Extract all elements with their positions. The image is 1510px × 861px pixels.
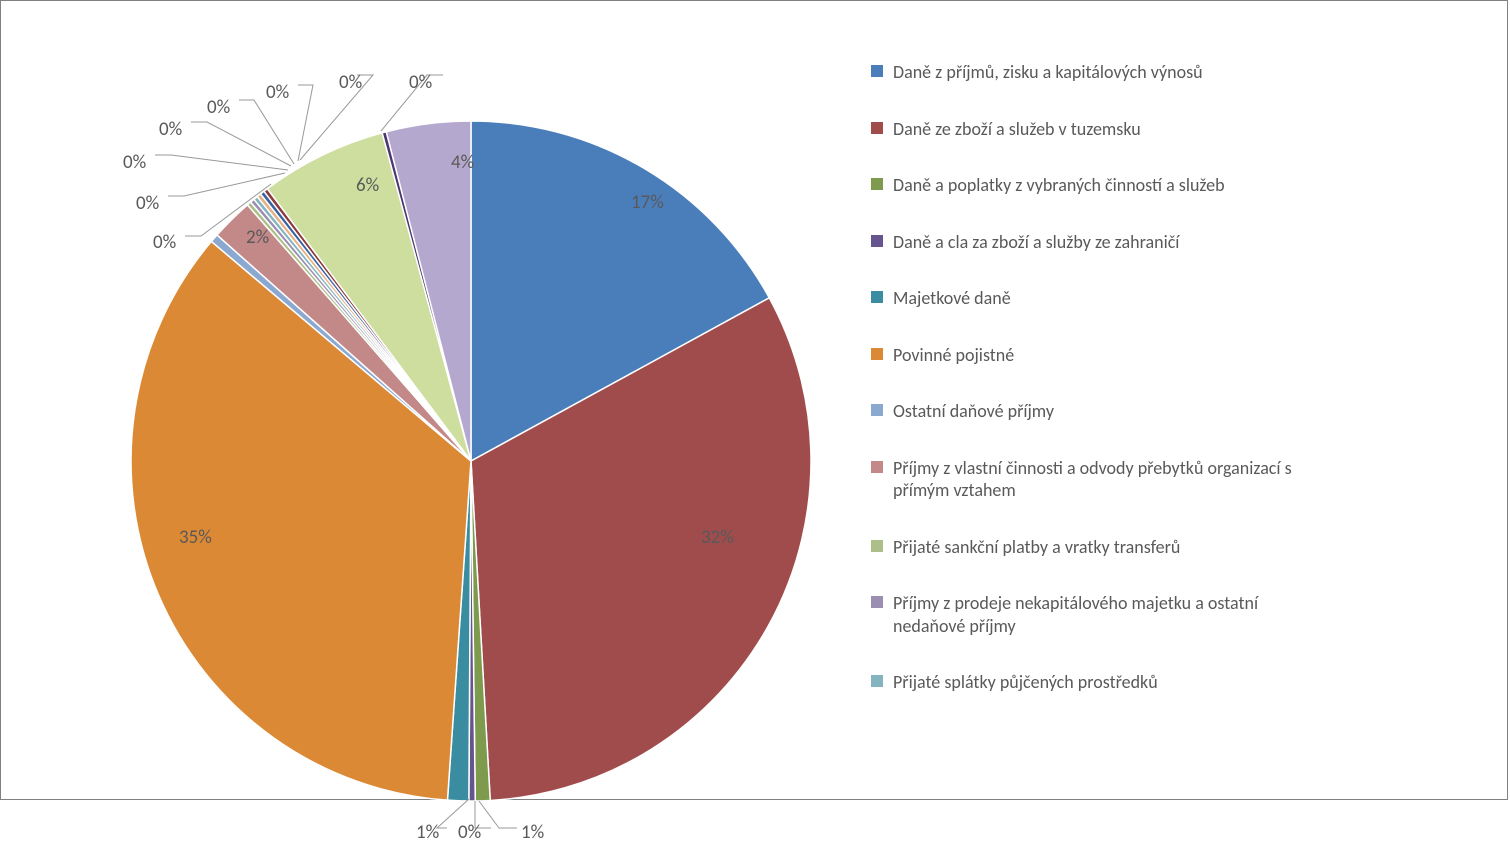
legend-label: Přijaté sankční platby a vratky transfer… — [893, 536, 1180, 559]
data-label: 0% — [339, 71, 362, 94]
legend-label: Daně a poplatky z vybraných činností a s… — [893, 174, 1225, 197]
data-label: 0% — [207, 96, 230, 119]
data-label: 0% — [123, 151, 146, 174]
legend-item: Majetkové daně — [871, 287, 1471, 310]
legend-label: Daně z příjmů, zisku a kapitálových výno… — [893, 61, 1203, 84]
pie-chart-container: 17%32%1%0%1%35%0%2%0%0%0%0%0%0%6%0%4% Da… — [0, 0, 1508, 800]
legend-item: Přijaté sankční platby a vratky transfer… — [871, 536, 1471, 559]
legend-label: Povinné pojistné — [893, 344, 1014, 367]
leader-line — [479, 801, 517, 828]
legend-swatch — [871, 348, 883, 360]
chart-legend: Daně z příjmů, zisku a kapitálových výno… — [871, 61, 1471, 728]
leader-line — [298, 85, 313, 161]
data-label: 0% — [266, 81, 289, 104]
legend-item: Příjmy z prodeje nekapitálového majetku … — [871, 592, 1471, 637]
legend-item: Daně ze zboží a služeb v tuzemsku — [871, 118, 1471, 141]
leader-line — [239, 100, 294, 164]
data-label: 0% — [409, 71, 432, 94]
legend-swatch — [871, 122, 883, 134]
legend-label: Daně a cla za zboží a služby ze zahranič… — [893, 231, 1179, 254]
data-label: 32% — [701, 526, 734, 549]
data-label: 0% — [159, 118, 182, 141]
data-label: 0% — [458, 821, 481, 844]
legend-label: Majetkové daně — [893, 287, 1011, 310]
legend-label: Ostatní daňové příjmy — [893, 400, 1054, 423]
legend-swatch — [871, 65, 883, 77]
data-label: 17% — [631, 191, 664, 214]
legend-item: Ostatní daňové příjmy — [871, 400, 1471, 423]
legend-item: Povinné pojistné — [871, 344, 1471, 367]
legend-swatch — [871, 596, 883, 608]
legend-label: Přijaté splátky půjčených prostředků — [893, 671, 1158, 694]
legend-item: Přijaté splátky půjčených prostředků — [871, 671, 1471, 694]
legend-swatch — [871, 291, 883, 303]
data-label: 1% — [416, 821, 439, 844]
legend-item: Daně a poplatky z vybraných činností a s… — [871, 174, 1471, 197]
data-label: 4% — [451, 151, 474, 174]
data-label: 0% — [153, 231, 176, 254]
legend-swatch — [871, 404, 883, 416]
leader-line — [155, 155, 288, 170]
pie-chart-svg — [61, 56, 881, 856]
legend-label: Příjmy z vlastní činnosti a odvody přeby… — [893, 457, 1333, 502]
legend-item: Daně a cla za zboží a služby ze zahranič… — [871, 231, 1471, 254]
legend-label: Daně ze zboží a služeb v tuzemsku — [893, 118, 1141, 141]
data-label: 2% — [246, 226, 269, 249]
pie-chart-area: 17%32%1%0%1%35%0%2%0%0%0%0%0%0%6%0%4% — [61, 56, 761, 756]
legend-swatch — [871, 461, 883, 473]
legend-swatch — [871, 178, 883, 190]
data-label: 0% — [136, 192, 159, 215]
data-label: 1% — [521, 821, 544, 844]
data-label: 35% — [179, 526, 212, 549]
legend-item: Daně z příjmů, zisku a kapitálových výno… — [871, 61, 1471, 84]
data-label: 6% — [356, 174, 379, 197]
legend-swatch — [871, 540, 883, 552]
legend-swatch — [871, 235, 883, 247]
legend-label: Příjmy z prodeje nekapitálového majetku … — [893, 592, 1333, 637]
legend-item: Příjmy z vlastní činnosti a odvody přeby… — [871, 457, 1471, 502]
legend-swatch — [871, 675, 883, 687]
